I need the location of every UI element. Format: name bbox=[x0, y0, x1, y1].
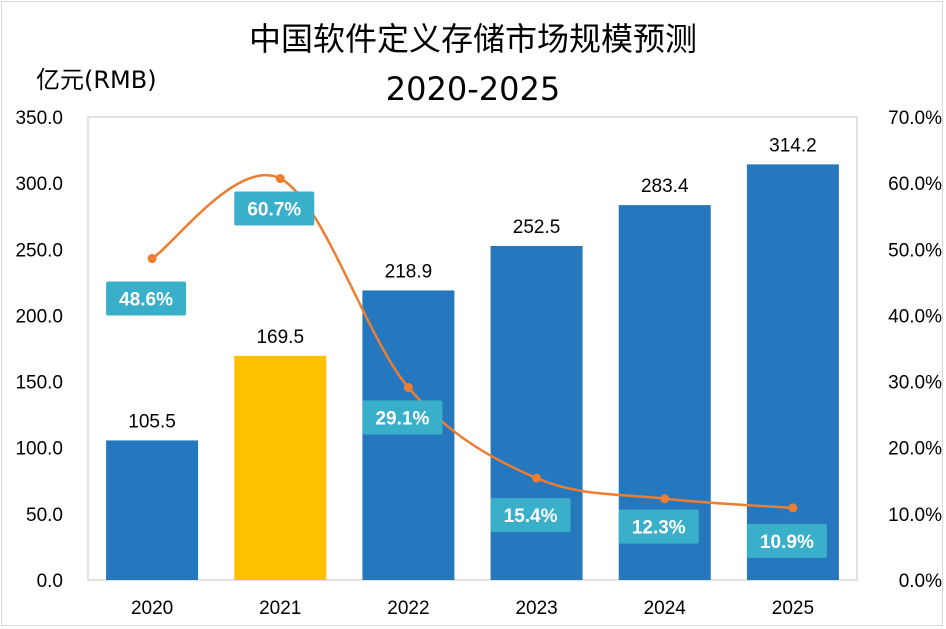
plot-area bbox=[87, 116, 858, 581]
growth-point-2021 bbox=[275, 174, 285, 184]
growth-point-2022 bbox=[403, 383, 413, 393]
y-tick-label: 0.0 bbox=[37, 571, 63, 592]
bar-value-label: 252.5 bbox=[513, 217, 561, 238]
y2-tick-label: 20.0% bbox=[888, 439, 942, 460]
x-tick-label: 2020 bbox=[131, 598, 173, 619]
growth-label-box bbox=[234, 191, 315, 226]
growth-point-2024 bbox=[660, 494, 670, 504]
growth-point-2020 bbox=[147, 254, 157, 264]
growth-label-box bbox=[490, 498, 571, 533]
bar-value-label: 105.5 bbox=[128, 411, 176, 432]
bar-2020 bbox=[106, 440, 199, 580]
y-tick-label: 250.0 bbox=[15, 240, 63, 261]
y2-tick-label: 0.0% bbox=[899, 571, 942, 592]
growth-point-2025 bbox=[788, 503, 798, 513]
growth-label: 12.3% bbox=[632, 518, 686, 539]
y2-tick-label: 60.0% bbox=[888, 174, 942, 195]
growth-label-box bbox=[618, 509, 699, 544]
bar-2021 bbox=[234, 355, 327, 580]
growth-label: 10.9% bbox=[760, 532, 814, 553]
growth-point-2023 bbox=[532, 473, 542, 483]
y-tick-label: 200.0 bbox=[15, 306, 63, 327]
bar-value-label: 314.2 bbox=[769, 135, 817, 156]
x-tick-label: 2021 bbox=[259, 598, 301, 619]
y-tick-label: 50.0 bbox=[26, 505, 63, 526]
x-tick-label: 2025 bbox=[772, 598, 814, 619]
y-tick-label: 300.0 bbox=[15, 174, 63, 195]
y2-tick-label: 70.0% bbox=[888, 108, 942, 129]
y2-tick-label: 50.0% bbox=[888, 240, 942, 261]
chart-subtitle: 2020-2025 bbox=[385, 70, 561, 108]
growth-label-box bbox=[106, 281, 187, 316]
y-tick-label: 150.0 bbox=[15, 373, 63, 394]
growth-label: 48.6% bbox=[119, 290, 173, 311]
bar-2025 bbox=[746, 164, 839, 581]
y-tick-label: 100.0 bbox=[15, 439, 63, 460]
bar-value-label: 169.5 bbox=[256, 327, 304, 348]
y2-tick-label: 40.0% bbox=[888, 306, 942, 327]
bar-value-label: 283.4 bbox=[641, 176, 689, 197]
y2-tick-label: 10.0% bbox=[888, 505, 942, 526]
x-tick-label: 2023 bbox=[515, 598, 557, 619]
growth-label-box bbox=[746, 523, 827, 558]
y-axis-label: 亿元(RMB) bbox=[36, 66, 157, 94]
growth-label: 29.1% bbox=[375, 409, 429, 430]
x-tick-label: 2024 bbox=[644, 598, 687, 619]
x-tick-label: 2022 bbox=[387, 598, 429, 619]
growth-label: 15.4% bbox=[504, 506, 558, 527]
bar-value-label: 218.9 bbox=[385, 261, 433, 282]
y-tick-label: 350.0 bbox=[15, 108, 63, 129]
y2-tick-label: 30.0% bbox=[888, 373, 942, 394]
growth-label: 60.7% bbox=[247, 200, 301, 221]
growth-label-box bbox=[362, 400, 443, 435]
chart-title: 中国软件定义存储市场规模预测 bbox=[248, 20, 697, 58]
